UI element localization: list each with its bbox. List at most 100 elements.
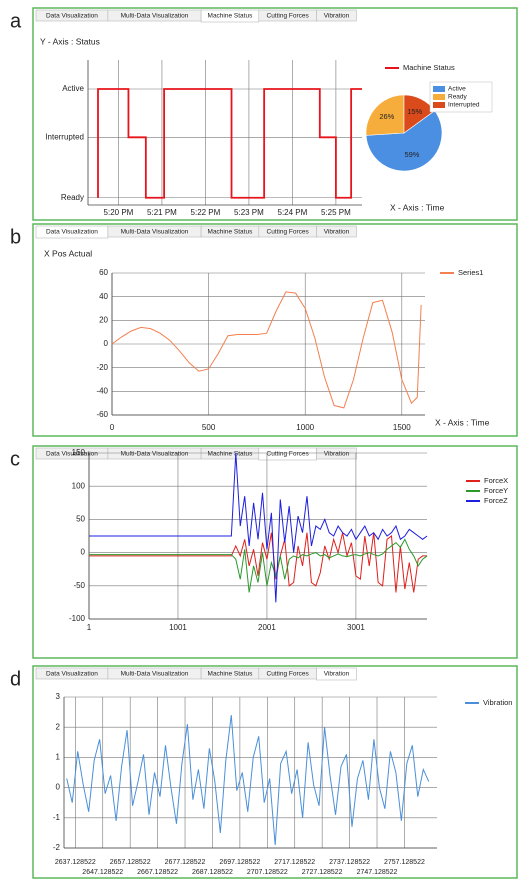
y-tick-label: -50 (73, 581, 85, 590)
x-tick-label: 2697.128522 (219, 859, 260, 866)
y-tick-label: 1 (56, 753, 61, 762)
tab-label[interactable]: Multi-Data Visualization (121, 13, 189, 20)
y-tick-label: -2 (53, 843, 61, 852)
x-tick-label: 1500 (393, 423, 411, 432)
legend-label: Machine Status (403, 63, 455, 72)
y-tick-label: -100 (69, 614, 86, 623)
panel-letter: d (10, 668, 21, 690)
x-tick-label: 1001 (169, 623, 187, 632)
x-tick-label: 5:23 PM (234, 208, 264, 217)
tab-label[interactable]: Multi-Data Visualization (121, 451, 189, 458)
x-tick-label: 1000 (296, 423, 314, 432)
x-axis-label: X - Axis : Time (390, 202, 445, 212)
tab-label[interactable]: Vibration (324, 451, 350, 458)
x-tick-label: 5:24 PM (278, 208, 308, 217)
x-tick-label: 2687.128522 (192, 869, 233, 876)
x-tick-label: 2001 (258, 623, 276, 632)
legend-label: Ready (448, 94, 468, 101)
y-tick-label: 20 (99, 315, 108, 324)
legend-label: Series1 (458, 268, 483, 277)
tab-label[interactable]: Multi-Data Visualization (121, 229, 189, 236)
x-tick-label: 2677.128522 (165, 859, 206, 866)
panel-letter: b (10, 226, 21, 248)
tab-label[interactable]: Cutting Forces (267, 671, 310, 678)
legend-label: ForceY (484, 486, 508, 495)
tab-label[interactable]: Vibration (324, 671, 350, 678)
tab-label[interactable]: Cutting Forces (267, 229, 310, 236)
x-tick-label: 2657.128522 (110, 859, 151, 866)
series-line (97, 88, 362, 199)
tab-label[interactable]: Vibration (324, 13, 350, 20)
tab[interactable] (316, 9, 357, 22)
x-tick-label: 2747.128522 (357, 869, 398, 876)
legend-label: Interrupted (448, 102, 480, 109)
legend-swatch (433, 102, 445, 108)
y-tick-label: 60 (99, 268, 108, 277)
tab-label[interactable]: Machine Status (208, 13, 254, 20)
tab-label[interactable]: Data Visualization (46, 229, 98, 236)
y-tick-label: 0 (56, 783, 61, 792)
series-line (89, 532, 428, 593)
tab-label[interactable]: Cutting Forces (267, 451, 310, 458)
y-tick-label: 150 (72, 448, 86, 457)
tab-label[interactable]: Data Visualization (46, 671, 98, 678)
legend-label: ForceX (484, 476, 508, 485)
y-tick-label: 50 (76, 515, 85, 524)
y-tick-label: -40 (96, 386, 108, 395)
tab-label[interactable]: Multi-Data Visualization (121, 671, 189, 678)
x-tick-label: 2717.128522 (274, 859, 315, 866)
y-tick-label: 0 (81, 548, 86, 557)
panel-frame (32, 665, 518, 879)
chart-title: Y - Axis : Status (40, 36, 100, 46)
x-tick-label: 2667.128522 (137, 869, 178, 876)
tab-label[interactable]: Data Visualization (46, 451, 98, 458)
x-tick-label: 2647.128522 (82, 869, 123, 876)
x-tick-label: 2737.128522 (329, 859, 370, 866)
x-tick-label: 2707.128522 (247, 869, 288, 876)
tab[interactable] (316, 447, 357, 460)
tab[interactable] (316, 667, 357, 681)
tab-label[interactable]: Machine Status (208, 451, 254, 458)
tab-label[interactable]: Data Visualization (46, 13, 98, 20)
x-axis-label: X - Axis : Time (435, 417, 490, 427)
tab-label[interactable]: Vibration (324, 229, 350, 236)
tab-label[interactable]: Cutting Forces (267, 13, 310, 20)
x-tick-label: 0 (110, 423, 115, 432)
x-tick-label: 5:22 PM (191, 208, 221, 217)
y-tick-label: Ready (61, 193, 84, 202)
x-tick-label: 5:25 PM (321, 208, 351, 217)
legend-label: Vibration (483, 698, 512, 707)
y-tick-label: 2 (56, 722, 61, 731)
legend-label: Active (448, 86, 466, 93)
x-tick-label: 2637.128522 (55, 859, 96, 866)
series-line (111, 291, 422, 409)
x-tick-label: 1 (87, 623, 92, 632)
x-tick-label: 3001 (347, 623, 365, 632)
tab-label[interactable]: Machine Status (208, 229, 254, 236)
x-tick-label: 500 (202, 423, 216, 432)
series-line (89, 452, 428, 603)
pie-value-label: 15% (407, 107, 422, 116)
y-tick-label: 100 (72, 481, 86, 490)
pie-value-label: 59% (404, 150, 419, 159)
series-line (89, 538, 428, 593)
y-tick-label: 0 (104, 339, 109, 348)
y-tick-label: Active (62, 84, 84, 93)
y-tick-label: 40 (99, 292, 108, 301)
y-tick-label: -20 (96, 363, 108, 372)
tab[interactable] (316, 225, 357, 238)
panel-frame (32, 7, 518, 221)
series-line (66, 715, 430, 846)
panel-letter: c (10, 448, 20, 470)
y-tick-label: Interrupted (45, 132, 84, 141)
panel-letter: a (10, 10, 22, 32)
y-tick-label: -60 (96, 410, 108, 419)
pie-slice (365, 94, 405, 136)
panel-frame (32, 223, 518, 437)
tab-label[interactable]: Machine Status (208, 671, 254, 678)
legend-label: ForceZ (484, 496, 508, 505)
x-tick-label: 5:20 PM (104, 208, 134, 217)
x-tick-label: 5:21 PM (147, 208, 177, 217)
